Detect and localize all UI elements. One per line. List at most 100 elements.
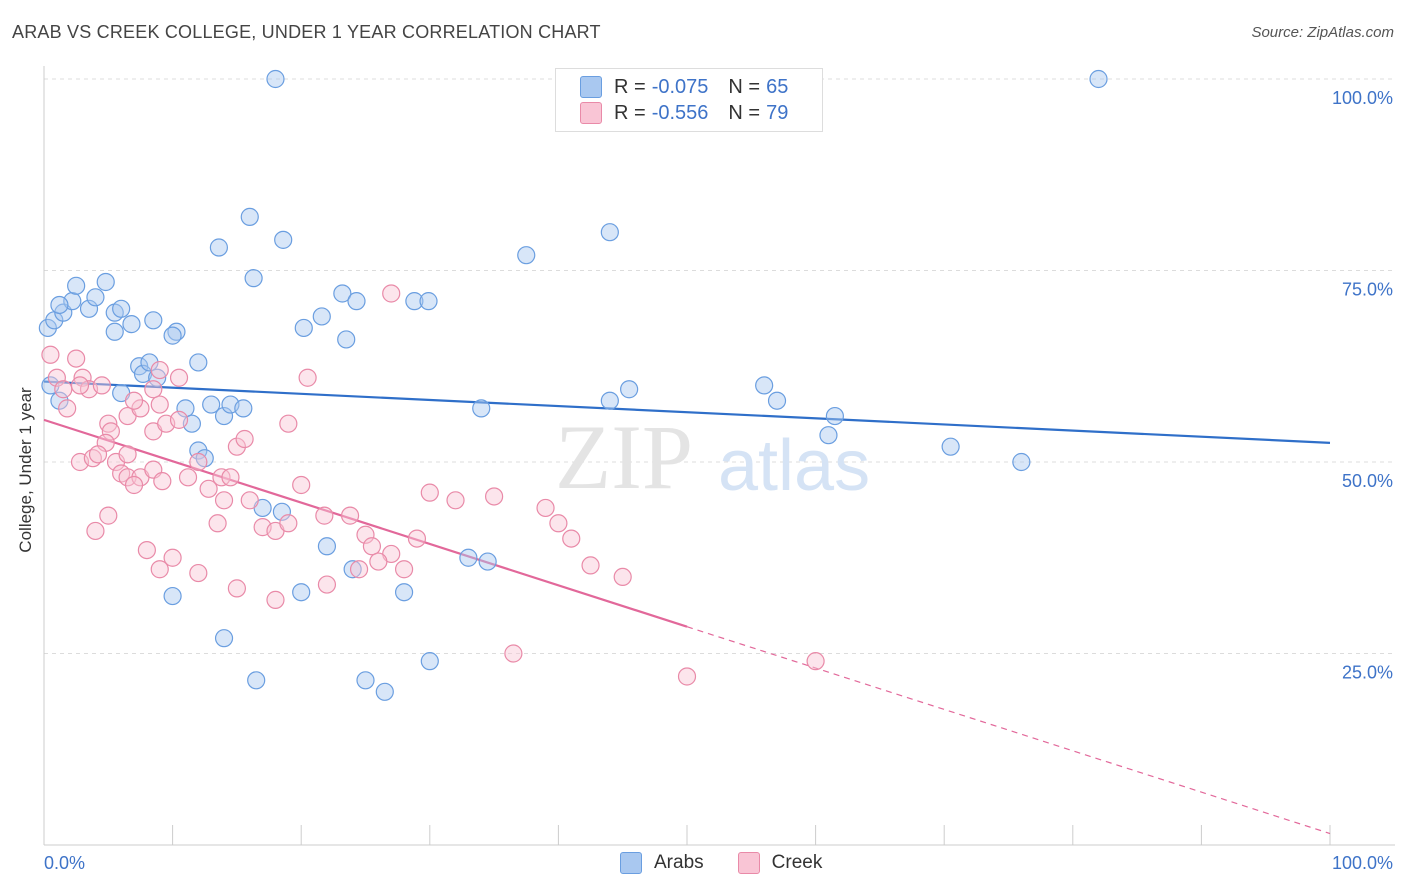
point-creek [208,514,227,533]
legend-n-value: 65 [766,75,789,98]
point-arabs [1089,69,1108,89]
legend-swatch-arabs [580,76,602,98]
legend-r-label: R = [614,101,646,124]
point-arabs [292,583,311,602]
y-tick-label: 75.0% [1342,280,1393,300]
point-creek [279,414,298,433]
legend-r-value: -0.556 [651,101,709,124]
trend-line-extension-creek [686,626,1331,835]
point-creek [86,521,105,541]
axes [43,66,1395,846]
point-arabs [755,376,774,395]
point-arabs [163,586,182,606]
legend-swatch-creek [737,852,760,874]
point-creek [58,399,77,418]
point-creek [41,345,60,364]
point-creek [189,563,208,583]
point-arabs [274,230,293,249]
point-creek [88,445,108,464]
point-arabs [394,583,414,602]
gridlines [44,78,1395,654]
point-arabs [96,272,115,292]
point-creek [118,445,137,464]
point-creek [54,380,73,399]
point-creek [407,529,427,548]
legend-swatch-arabs [620,852,642,874]
point-arabs [375,682,394,701]
legend-n-value: 79 [766,101,789,124]
point-arabs [105,322,124,341]
point-arabs [234,399,253,418]
point-arabs [247,671,266,690]
point-creek [279,514,298,533]
legend-row-arabs: R = -0.075 N = 65 [580,74,788,100]
point-arabs [941,437,960,456]
legend-row-creek: R = -0.556 N = 79 [580,100,788,126]
point-creek [124,475,144,495]
point-creek [581,556,600,575]
point-creek [150,360,169,380]
point-creek [99,506,118,525]
point-creek [199,479,218,498]
point-creek [150,560,169,579]
point-arabs [214,629,234,648]
watermark: ZIP atlas [555,406,870,508]
point-creek [240,491,259,510]
legend-r-value: -0.075 [651,75,709,98]
point-creek [349,560,369,579]
point-creek [266,590,285,609]
point-arabs [214,406,234,426]
point-arabs [112,299,131,318]
point-arabs [343,560,362,579]
source-label: Source: ZipAtlas.com [1251,24,1394,41]
point-arabs [122,315,141,334]
point-arabs [272,502,292,521]
point-creek [92,376,111,395]
x-tick-label: 0.0% [44,853,85,873]
point-arabs [767,391,787,410]
watermark-atlas: atlas [718,426,870,506]
point-arabs [825,406,844,426]
legend-n-label: N = [728,75,761,98]
point-creek [178,468,198,487]
point-creek [362,537,382,556]
chart-title: ARAB VS CREEK COLLEGE, UNDER 1 YEAR CORR… [12,22,601,42]
point-creek [67,349,86,368]
point-creek [70,376,90,395]
point-creek [189,452,208,472]
point-creek [221,468,240,487]
point-arabs [317,537,337,556]
point-creek [317,575,337,594]
point-creek [227,437,246,456]
point-creek [235,429,254,449]
point-arabs [419,292,438,311]
point-arabs [347,292,366,311]
point-arabs [294,318,313,338]
point-arabs [144,311,163,330]
point-arabs [79,299,99,318]
point-arabs [819,426,838,445]
point-arabs [478,552,497,571]
point-creek [382,284,401,303]
data-points [38,69,1108,701]
legend-r-label: R = [614,75,646,98]
point-creek [124,391,144,410]
trend-line-arabs [43,380,1331,444]
point-creek [356,525,375,544]
point-arabs [240,207,259,226]
point-arabs [189,353,208,372]
legend-item-arabs[interactable]: Arabs [620,852,704,874]
point-arabs [50,295,69,315]
point-arabs [244,269,263,288]
point-creek [394,560,414,579]
point-creek [163,548,182,567]
x-tick-label: 100.0% [1332,853,1393,873]
point-arabs [163,326,182,345]
point-creek [420,483,439,502]
point-creek [562,529,581,548]
legend-item-creek[interactable]: Creek [737,852,822,874]
point-creek [292,475,311,495]
point-creek [340,506,360,525]
point-arabs [86,288,105,307]
